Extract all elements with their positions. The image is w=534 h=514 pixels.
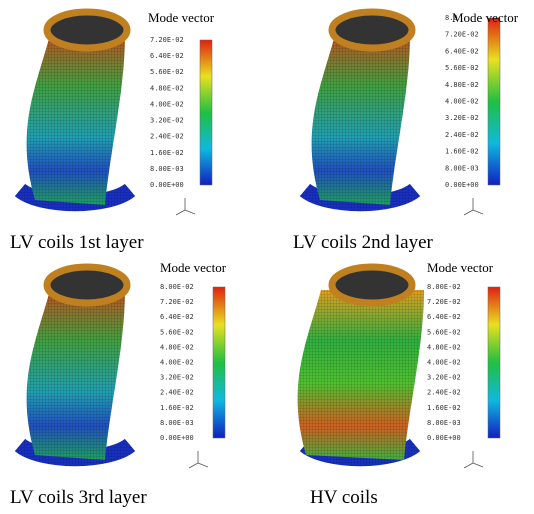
scale-label: 7.20E-02 [445,31,479,39]
coil-mesh [312,35,410,205]
coil-mesh [27,290,125,460]
scale-label: 4.00E-02 [445,98,479,106]
colorbar [200,40,212,185]
caption: HV coils [310,487,378,508]
scale-label: 8.00E-03 [427,419,461,427]
scale-label: 8.00E-03 [160,419,194,427]
scale-label: 8.00E-02 [427,283,461,291]
figure: 7.20E-02 6.40E-02 5.60E-02 4.80E-02 4.00E-02… [0,0,534,514]
top-ring [332,12,412,48]
caption: LV coils 2nd layer [293,232,434,253]
scale-label: 8.00E-03 [445,164,479,172]
scale-label: 5.60E-02 [445,64,479,72]
scale-label: 7.20E-02 [160,298,194,306]
colorbar [488,287,500,438]
scale-label: 4.00E-02 [150,100,184,108]
scale-label: 7.20E-02 [150,36,184,44]
scale-label: 0.00E+00 [445,181,479,189]
scale-label: 0.00E+00 [427,434,461,442]
scale-label: 1.60E-02 [427,404,461,412]
axis-triad [464,451,483,468]
scale-label: 3.20E-02 [150,117,184,125]
coil-mesh [298,290,424,460]
axis-triad [189,451,208,468]
scale-label: 5.60E-02 [160,328,194,336]
scale-label: 4.80E-02 [445,81,479,89]
scale-label: 2.40E-02 [150,133,184,141]
scale-label: 0.00E+00 [160,434,194,442]
scale-label: 1.60E-02 [160,404,194,412]
caption: LV coils 1st layer [10,232,144,253]
scale-label: 6.40E-02 [445,47,479,55]
legend-title: Mode vector [160,260,227,275]
scale-label: 3.20E-02 [160,374,194,382]
top-ring [47,12,127,48]
coil-mesh [27,35,125,205]
scale-label: 2.40E-02 [445,131,479,139]
scale-label: 7.20E-02 [427,298,461,306]
scale-label: 0.00E+00 [150,181,184,189]
scale-label: 6.40E-02 [160,313,194,321]
scale-label: 2.40E-02 [427,389,461,397]
legend-title: Mode vector [452,10,519,25]
top-ring [332,267,412,303]
scale-label: 5.60E-02 [427,328,461,336]
scale-label: 8.00E-02 [160,283,194,291]
scale-label: 4.80E-02 [427,343,461,351]
scale-label: 6.40E-02 [427,313,461,321]
scale-label: 4.00E-02 [427,359,461,367]
scale-label: 4.80E-02 [150,84,184,92]
caption: LV coils 3rd layer [10,487,147,508]
top-ring [47,267,127,303]
scale-label: 2.40E-02 [160,389,194,397]
axis-triad [176,198,195,215]
axis-triad [464,198,483,215]
scale-label: 6.40E-02 [150,52,184,60]
scale-label: 1.60E-02 [445,148,479,156]
scale-label: 4.80E-02 [160,343,194,351]
colorbar [488,18,500,185]
legend-title: Mode vector [148,10,215,25]
scale-label: 5.60E-02 [150,68,184,76]
scale-label: 8.00E-03 [150,165,184,173]
scale-label: 4.00E-02 [160,359,194,367]
legend-title: Mode vector [427,260,494,275]
scale-label: 1.60E-02 [150,149,184,157]
scale-label: 3.20E-02 [445,114,479,122]
scale-label: 3.20E-02 [427,374,461,382]
colorbar [213,287,225,438]
